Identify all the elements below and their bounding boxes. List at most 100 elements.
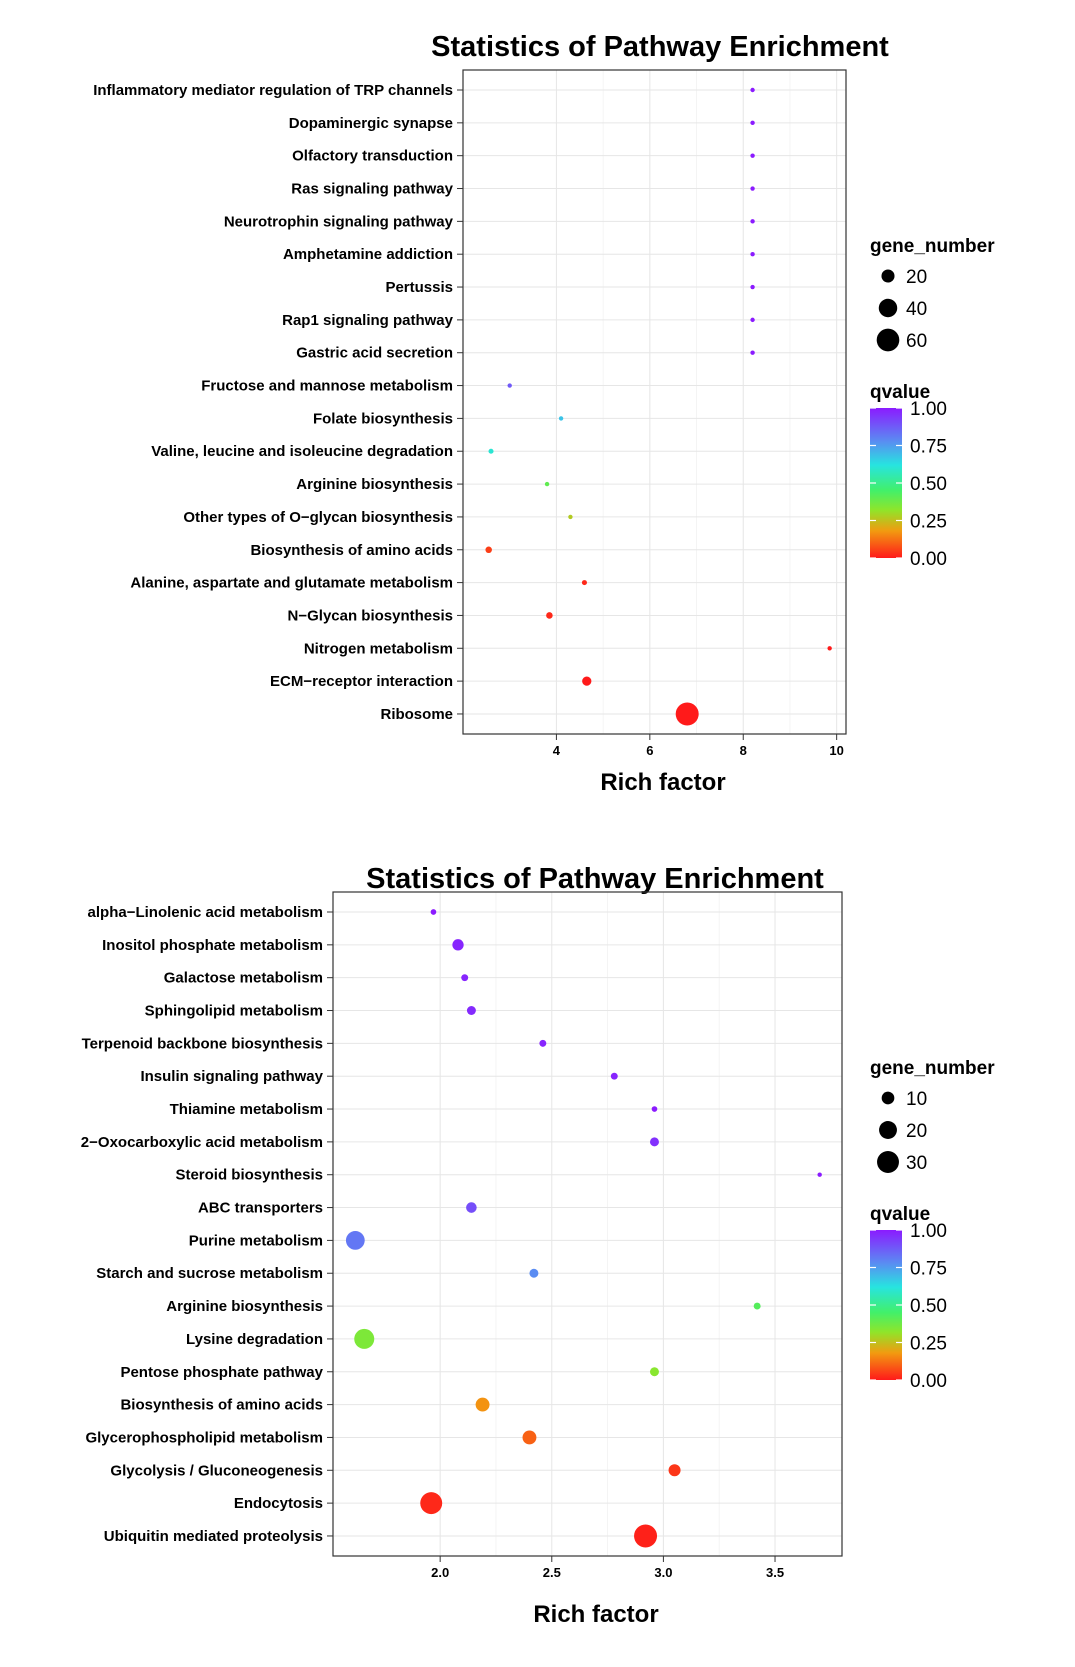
x-axis-title: Rich factor <box>600 769 725 796</box>
data-point <box>546 612 553 619</box>
color-legend-title: qvalue <box>870 1204 930 1225</box>
size-legend-dot <box>881 269 895 283</box>
y-tick-label: Sphingolipid metabolism <box>145 1003 323 1020</box>
y-tick-label: Inositol phosphate metabolism <box>102 937 323 954</box>
data-point <box>345 1231 365 1250</box>
y-tick-label: Rap1 signaling pathway <box>282 312 454 329</box>
panel-border <box>462 69 847 735</box>
data-point <box>420 1492 443 1515</box>
x-tick-label: 2.5 <box>543 1565 561 1580</box>
y-tick-label: Folate biosynthesis <box>313 410 453 427</box>
data-point <box>750 350 755 355</box>
data-point <box>539 1039 547 1047</box>
y-tick-label: Inflammatory mediator regulation of TRP … <box>93 82 453 99</box>
y-tick-label: alpha−Linolenic acid metabolism <box>88 904 323 921</box>
y-tick-label: Glycolysis / Gluconeogenesis <box>110 1462 323 1479</box>
y-tick-label: Terpenoid backbone biosynthesis <box>82 1035 323 1052</box>
size-legend-label: 20 <box>906 1121 927 1142</box>
data-point <box>634 1524 658 1548</box>
color-legend-label: 0.25 <box>910 512 947 533</box>
data-point <box>507 383 512 388</box>
y-tick-label: Gastric acid secretion <box>296 345 453 362</box>
x-tick-label: 6 <box>646 743 653 758</box>
x-tick-label: 10 <box>829 743 843 758</box>
color-legend-title: qvalue <box>870 382 930 403</box>
size-legend-dot <box>877 1151 899 1173</box>
chart-title: Statistics of Pathway Enrichment <box>431 31 889 63</box>
data-point <box>668 1464 681 1477</box>
y-tick-label: Insulin signaling pathway <box>140 1068 323 1085</box>
data-point <box>522 1430 537 1445</box>
y-tick-label: Thiamine metabolism <box>170 1101 323 1118</box>
data-point <box>610 1072 618 1080</box>
data-point <box>651 1106 658 1112</box>
data-point <box>475 1397 490 1412</box>
color-legend-label: 0.25 <box>910 1334 947 1355</box>
size-legend-dot <box>881 1091 895 1105</box>
size-legend-label: 20 <box>906 267 927 288</box>
size-legend-title: gene_number <box>870 236 995 257</box>
data-point <box>466 1202 477 1213</box>
data-point <box>582 676 592 686</box>
y-tick-label: Pertussis <box>385 279 453 296</box>
data-point <box>466 1006 476 1015</box>
y-tick-label: Arginine biosynthesis <box>166 1298 323 1315</box>
size-legend-label: 30 <box>906 1153 927 1174</box>
data-point <box>485 546 492 554</box>
color-legend-label: 1.00 <box>910 399 947 420</box>
data-point <box>675 702 699 726</box>
y-tick-label: Neurotrophin signaling pathway <box>224 213 454 230</box>
color-legend-label: 0.75 <box>910 437 947 458</box>
data-point <box>461 974 469 982</box>
data-point <box>750 87 755 93</box>
y-tick-label: Biosynthesis of amino acids <box>120 1397 323 1414</box>
enrichment-chart-1: Statistics of Pathway Enrichment Inflamm… <box>93 31 995 796</box>
data-point <box>750 284 755 290</box>
data-point <box>581 580 587 586</box>
data-point <box>529 1268 539 1278</box>
data-point <box>649 1137 659 1147</box>
y-tick-label: Biosynthesis of amino acids <box>250 542 453 559</box>
size-legend-label: 40 <box>906 299 927 320</box>
size-legend-label: 60 <box>906 331 927 352</box>
color-legend-label: 0.00 <box>910 1371 947 1392</box>
x-axis-title: Rich factor <box>533 1601 658 1628</box>
y-tick-label: 2−Oxocarboxylic acid metabolism <box>81 1134 323 1151</box>
y-tick-label: Valine, leucine and isoleucine degradati… <box>151 443 453 460</box>
y-tick-label: Amphetamine addiction <box>283 246 453 263</box>
color-legend-label: 0.75 <box>910 1259 947 1280</box>
y-tick-label: N−Glycan biosynthesis <box>288 607 453 624</box>
data-point <box>452 939 464 951</box>
y-tick-label: Dopaminergic synapse <box>289 115 453 132</box>
data-point <box>430 909 437 915</box>
data-point <box>544 481 550 487</box>
panel-border <box>332 891 843 1557</box>
data-point <box>750 186 755 191</box>
y-tick-label: Ubiquitin mediated proteolysis <box>104 1528 323 1545</box>
y-tick-label: Ras signaling pathway <box>291 181 453 198</box>
size-legend-dot <box>878 298 898 318</box>
data-point <box>750 219 755 224</box>
y-tick-label: ECM−receptor interaction <box>270 673 453 690</box>
chart-title: Statistics of Pathway Enrichment <box>366 863 824 895</box>
y-tick-label: Olfactory transduction <box>292 148 453 165</box>
size-legend-title: gene_number <box>870 1058 995 1079</box>
plot-area: Inflammatory mediator regulation of TRP … <box>93 69 847 758</box>
enrichment-chart-2: Statistics of Pathway Enrichment alpha−L… <box>81 863 995 1628</box>
color-legend-label: 0.50 <box>910 1296 947 1317</box>
color-legend-label: 0.00 <box>910 549 947 570</box>
color-legend-label: 0.50 <box>910 474 947 495</box>
y-tick-label: Fructose and mannose metabolism <box>201 378 453 395</box>
y-tick-label: Endocytosis <box>234 1495 323 1512</box>
data-point <box>817 1172 822 1177</box>
x-tick-label: 3.5 <box>766 1565 784 1580</box>
data-point <box>750 120 755 126</box>
y-tick-label: Starch and sucrose metabolism <box>96 1265 323 1282</box>
data-point <box>753 1302 761 1310</box>
data-point <box>488 448 494 454</box>
y-tick-label: Purine metabolism <box>189 1232 323 1249</box>
size-legend-dot <box>876 328 900 352</box>
color-legend-label: 1.00 <box>910 1221 947 1242</box>
